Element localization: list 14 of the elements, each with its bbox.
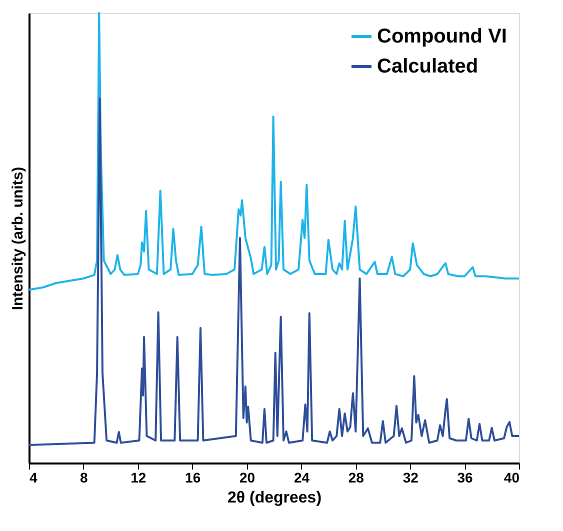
x-tick-label: 16 [185, 470, 201, 486]
x-tick-label: 40 [504, 470, 520, 486]
legend-label: Compound VI [377, 26, 507, 48]
y-axis-title: Intensity (arb. units) [10, 166, 26, 310]
x-tick-label: 8 [80, 470, 88, 486]
x-tick-label: 20 [239, 470, 256, 486]
legend-label: Calculated [377, 56, 478, 78]
x-tick-label: 12 [130, 470, 146, 486]
x-tick-label: 36 [457, 470, 474, 486]
x-tick-label: 32 [402, 470, 419, 486]
x-axis-title: 2θ (degrees) [227, 490, 322, 506]
x-tick-label: 24 [294, 470, 310, 486]
x-tick-label: 28 [348, 470, 364, 486]
x-tick-label: 4 [30, 470, 38, 486]
